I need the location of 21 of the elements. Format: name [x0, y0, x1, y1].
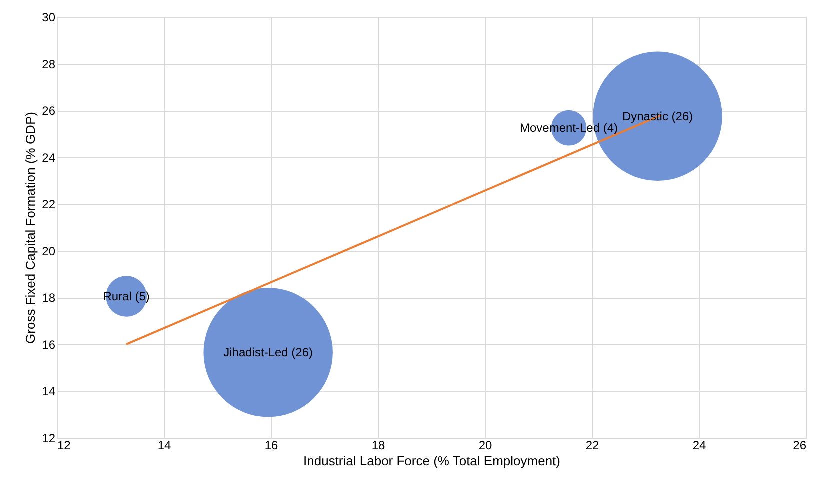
y-tick-label: 24	[42, 150, 56, 165]
y-axis-title: Gross Fixed Capital Formation (% GDP)	[23, 112, 38, 344]
y-tick-label: 20	[42, 244, 56, 258]
x-tick-label: 18	[372, 438, 386, 452]
x-tick-label: 14	[158, 438, 172, 452]
y-tick-label: 28	[42, 57, 56, 72]
y-tick-label: 16	[42, 338, 56, 352]
annotation: Jihadist-Led (26)	[224, 346, 314, 360]
x-tick-label: 26	[793, 438, 807, 452]
x-tick-label: 20	[478, 438, 492, 452]
y-tick-label: 18	[42, 291, 56, 306]
y-tick-label: 26	[42, 104, 56, 118]
annotation: Rural (5)	[103, 289, 150, 304]
x-tick-label: 16	[264, 438, 278, 452]
x-tick-label: 22	[586, 438, 600, 452]
y-tick-label: 14	[42, 384, 56, 399]
x-axis-title: Industrial Labor Force (% Total Employment)	[304, 454, 560, 468]
y-tick-label: 22	[42, 198, 56, 212]
y-tick-label: 30	[42, 10, 56, 24]
x-tick-label: 12	[58, 438, 72, 452]
x-tick-label: 24	[692, 438, 706, 452]
